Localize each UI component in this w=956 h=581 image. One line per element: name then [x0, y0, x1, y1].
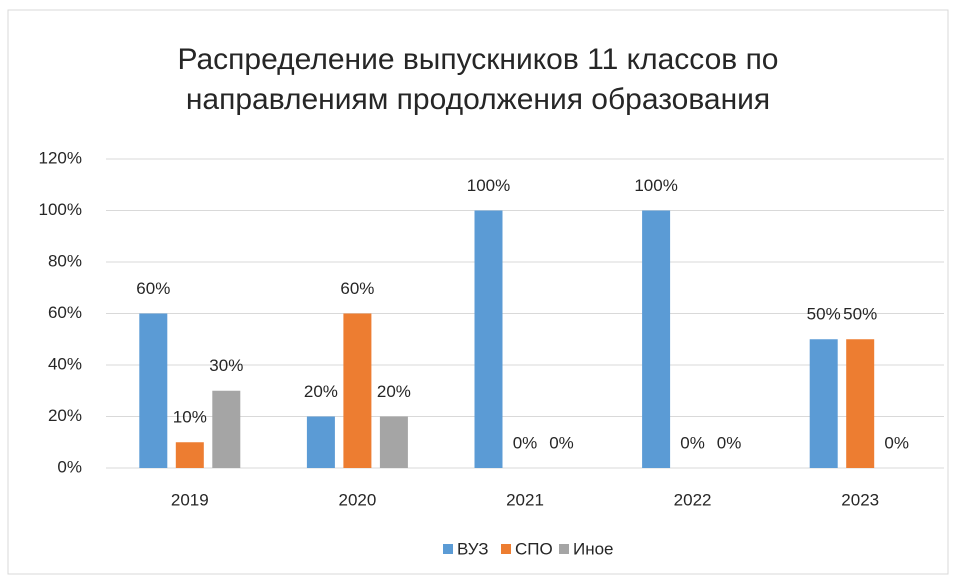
- bar: [809, 339, 838, 468]
- bar: [379, 416, 408, 468]
- data-label: 0%: [513, 433, 538, 452]
- bar: [343, 313, 372, 468]
- data-label: 0%: [680, 433, 705, 452]
- x-tick-label: 2021: [506, 490, 544, 509]
- bar: [846, 339, 875, 468]
- legend-swatch: [443, 544, 453, 554]
- bar: [139, 313, 168, 468]
- y-tick-label: 40%: [48, 354, 82, 373]
- y-tick-label: 20%: [48, 406, 82, 425]
- bar: [642, 210, 671, 468]
- data-label: 20%: [377, 382, 411, 401]
- data-label: 50%: [807, 305, 841, 324]
- y-tick-label: 100%: [39, 200, 82, 219]
- legend-swatch: [559, 544, 569, 554]
- data-label: 0%: [884, 433, 909, 452]
- data-label: 10%: [173, 408, 207, 427]
- data-label: 60%: [340, 279, 374, 298]
- legend-label: Иное: [573, 539, 614, 558]
- data-label: 100%: [634, 176, 677, 195]
- x-tick-label: 2019: [171, 490, 209, 509]
- y-tick-label: 0%: [57, 457, 82, 476]
- bar: [306, 416, 335, 468]
- bar: [474, 210, 503, 468]
- data-label: 100%: [467, 176, 510, 195]
- data-label: 50%: [843, 305, 877, 324]
- legend-label: СПО: [515, 539, 553, 558]
- data-label: 0%: [549, 433, 574, 452]
- y-tick-label: 60%: [48, 303, 82, 322]
- bar: [175, 442, 204, 468]
- data-label: 60%: [136, 279, 170, 298]
- data-label: 0%: [717, 433, 742, 452]
- chart-title: Распределение выпускников 11 классов по …: [177, 43, 779, 116]
- legend-swatch: [501, 544, 511, 554]
- data-label: 20%: [304, 382, 338, 401]
- data-label: 30%: [209, 356, 243, 375]
- legend-label: ВУЗ: [457, 539, 488, 558]
- y-tick-label: 80%: [48, 251, 82, 270]
- bar: [212, 390, 241, 468]
- x-tick-label: 2023: [841, 490, 879, 509]
- y-tick-label: 120%: [39, 148, 82, 167]
- x-tick-label: 2020: [338, 490, 376, 509]
- x-tick-label: 2022: [674, 490, 712, 509]
